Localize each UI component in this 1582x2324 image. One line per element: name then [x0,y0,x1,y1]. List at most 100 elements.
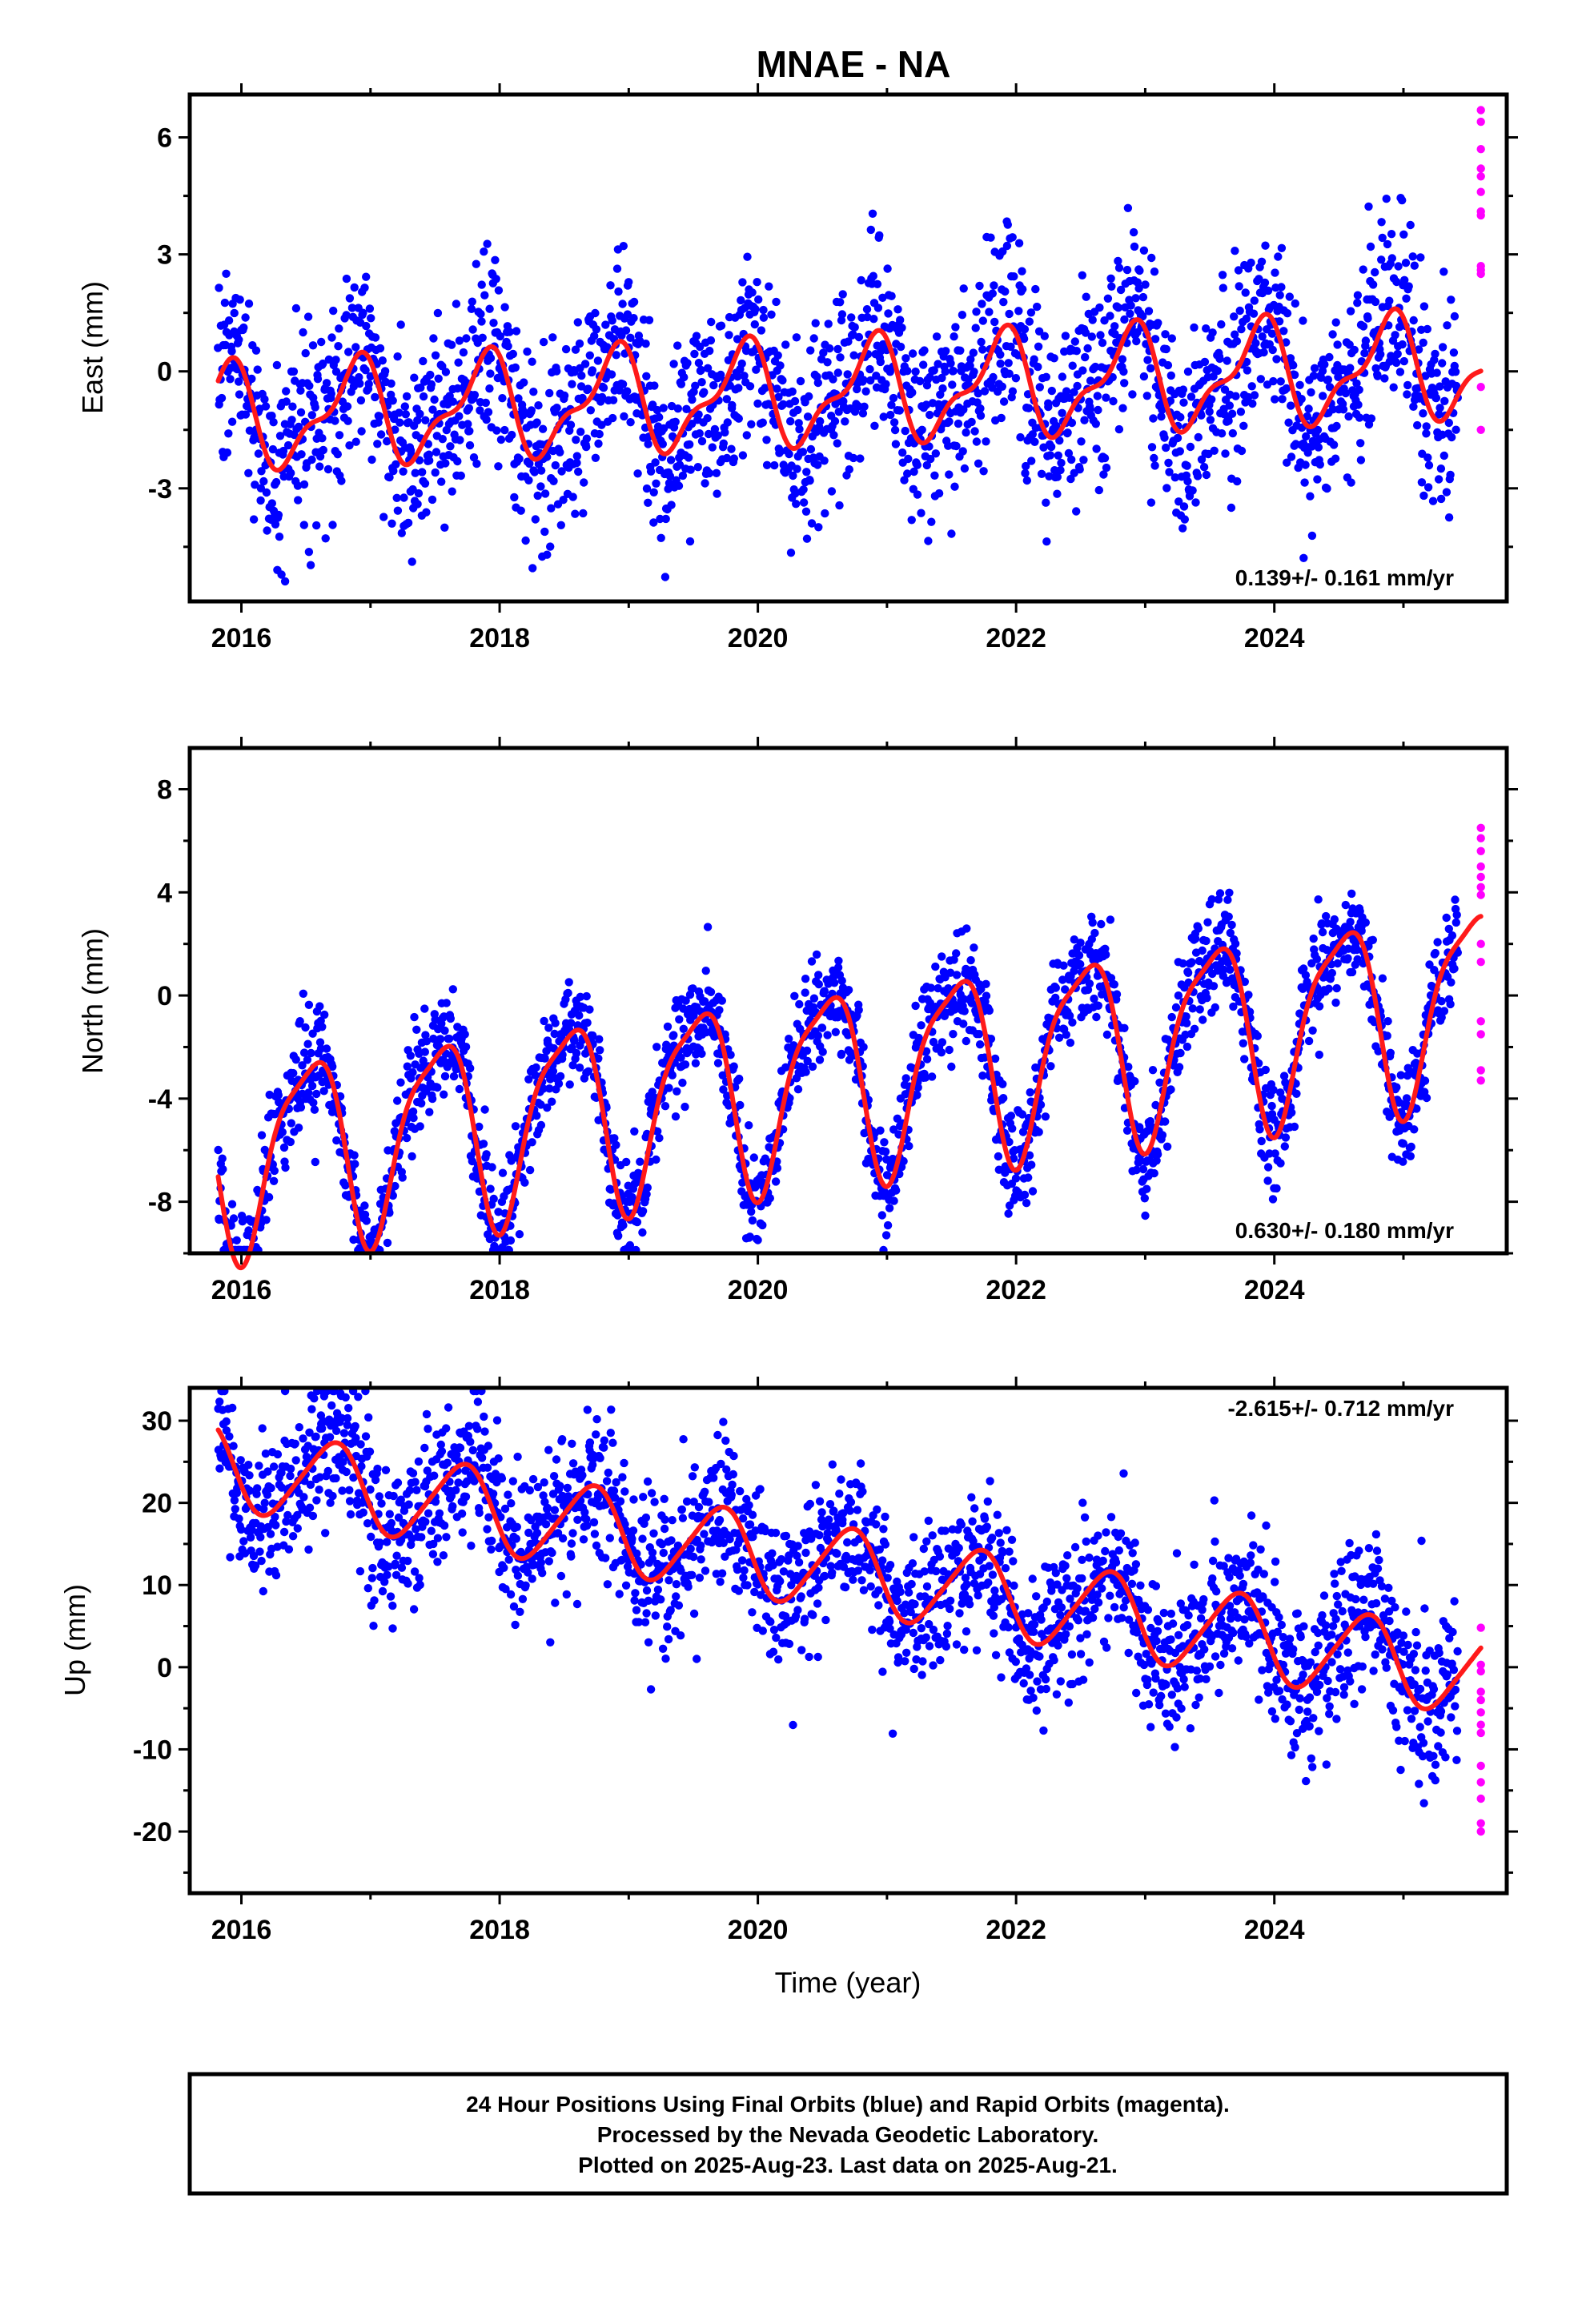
east-final-orbit-point [472,259,480,268]
east-final-orbit-point [1072,347,1082,356]
east-final-orbit-point [227,347,236,356]
east-final-orbit-point [683,359,692,368]
north-final-orbit-point [922,1055,932,1063]
east-final-orbit-point [1250,296,1259,305]
up-final-orbit-point [271,1521,280,1530]
north-final-orbit-point [1224,912,1233,921]
up-final-orbit-point [416,1580,424,1590]
east-final-orbit-point [884,309,893,318]
east-final-orbit-point [580,478,588,487]
east-final-orbit-point [400,493,408,502]
north-rapid-orbit-point [1476,1076,1485,1085]
east-final-orbit-point [958,311,967,320]
east-final-orbit-point [849,453,858,463]
north-final-orbit-point [1227,920,1236,930]
east-final-orbit-point [1116,285,1126,295]
north-final-orbit-point [636,1157,644,1166]
east-final-orbit-point [539,337,548,347]
east-final-orbit-point [869,271,878,280]
east-final-orbit-point [677,380,686,388]
east-final-orbit-point [413,416,422,425]
east-final-orbit-point [1380,374,1389,383]
east-final-orbit-point [1107,282,1116,291]
north-final-orbit-point [745,1121,753,1130]
east-final-orbit-point [1356,439,1365,448]
east-final-orbit-point [809,334,818,343]
east-final-orbit-point [1403,390,1411,399]
north-final-orbit-point [1068,1018,1077,1027]
east-final-orbit-point [801,507,811,516]
north-final-orbit-point [881,1231,891,1240]
east-final-orbit-point [1055,436,1064,445]
north-final-orbit-point [1183,968,1193,978]
east-final-orbit-point [408,557,416,566]
east-final-orbit-point [500,425,509,435]
east-rapid-orbit-point [1476,172,1485,181]
north-final-orbit-point [818,1047,827,1056]
east-final-orbit-point [1297,395,1306,404]
east-final-orbit-point [468,297,476,306]
east-final-orbit-point [776,361,785,370]
north-final-orbit-point [232,1236,241,1245]
up-final-orbit-point [226,1553,235,1562]
east-final-orbit-point [1014,239,1024,247]
north-final-orbit-point [1211,1003,1220,1012]
east-final-orbit-point [752,365,761,374]
north-final-orbit-point [301,1023,310,1032]
east-final-orbit-point [930,366,938,375]
east-final-orbit-point [686,465,695,474]
north-final-orbit-point [1022,1199,1031,1208]
east-final-orbit-point [1269,376,1278,386]
east-final-orbit-point [1274,252,1283,261]
north-final-orbit-point [876,1126,885,1135]
east-final-orbit-point [379,513,388,521]
east-final-orbit-point [1061,332,1070,340]
up-final-orbit-point [267,1483,275,1493]
east-final-orbit-point [776,447,785,456]
east-final-orbit-point [1028,430,1038,439]
north-final-orbit-point [1343,954,1352,963]
east-final-orbit-point [1353,291,1363,300]
east-final-orbit-point [1439,267,1448,276]
east-final-orbit-point [1178,524,1187,533]
east-final-orbit-point [948,380,957,389]
east-final-orbit-point [1385,296,1394,305]
east-final-orbit-point [1197,411,1206,420]
east-final-orbit-point [954,419,963,428]
east-final-orbit-point [856,454,865,463]
east-final-orbit-point [1099,470,1108,479]
north-final-orbit-point [1171,1003,1181,1012]
north-final-orbit-point [1281,1133,1291,1142]
north-final-orbit-point [1226,965,1235,975]
north-final-orbit-point [320,1010,329,1019]
east-final-orbit-point [485,384,494,393]
east-final-orbit-point [986,233,995,242]
up-final-orbit-point [273,1449,283,1459]
east-final-orbit-point [244,468,253,477]
east-final-orbit-point [626,418,635,427]
north-final-orbit-point [1322,911,1331,921]
east-final-orbit-point [421,416,430,424]
east-final-orbit-point [1094,485,1104,495]
east-final-orbit-point [571,345,580,354]
east-final-orbit-point [642,372,651,380]
up-final-orbit-point [467,1542,476,1550]
east-final-orbit-point [835,501,844,510]
north-final-orbit-point [619,1220,628,1230]
east-final-orbit-point [223,448,232,457]
north-final-orbit-point [671,1112,681,1121]
east-rapid-orbit-point [1476,211,1485,220]
east-final-orbit-point [251,480,259,489]
east-final-orbit-point [913,460,922,469]
up-final-orbit-point [291,1456,300,1465]
east-final-orbit-point [975,281,984,291]
east-final-orbit-point [1179,502,1189,511]
north-final-orbit-point [614,1232,623,1240]
east-final-orbit-point [1291,299,1300,308]
north-final-orbit-point [286,1137,295,1147]
east-final-orbit-point [447,340,456,349]
north-final-orbit-point [749,1153,758,1162]
up-final-orbit-point [318,1424,327,1433]
east-final-orbit-point [1016,432,1025,442]
east-final-orbit-point [511,363,520,372]
